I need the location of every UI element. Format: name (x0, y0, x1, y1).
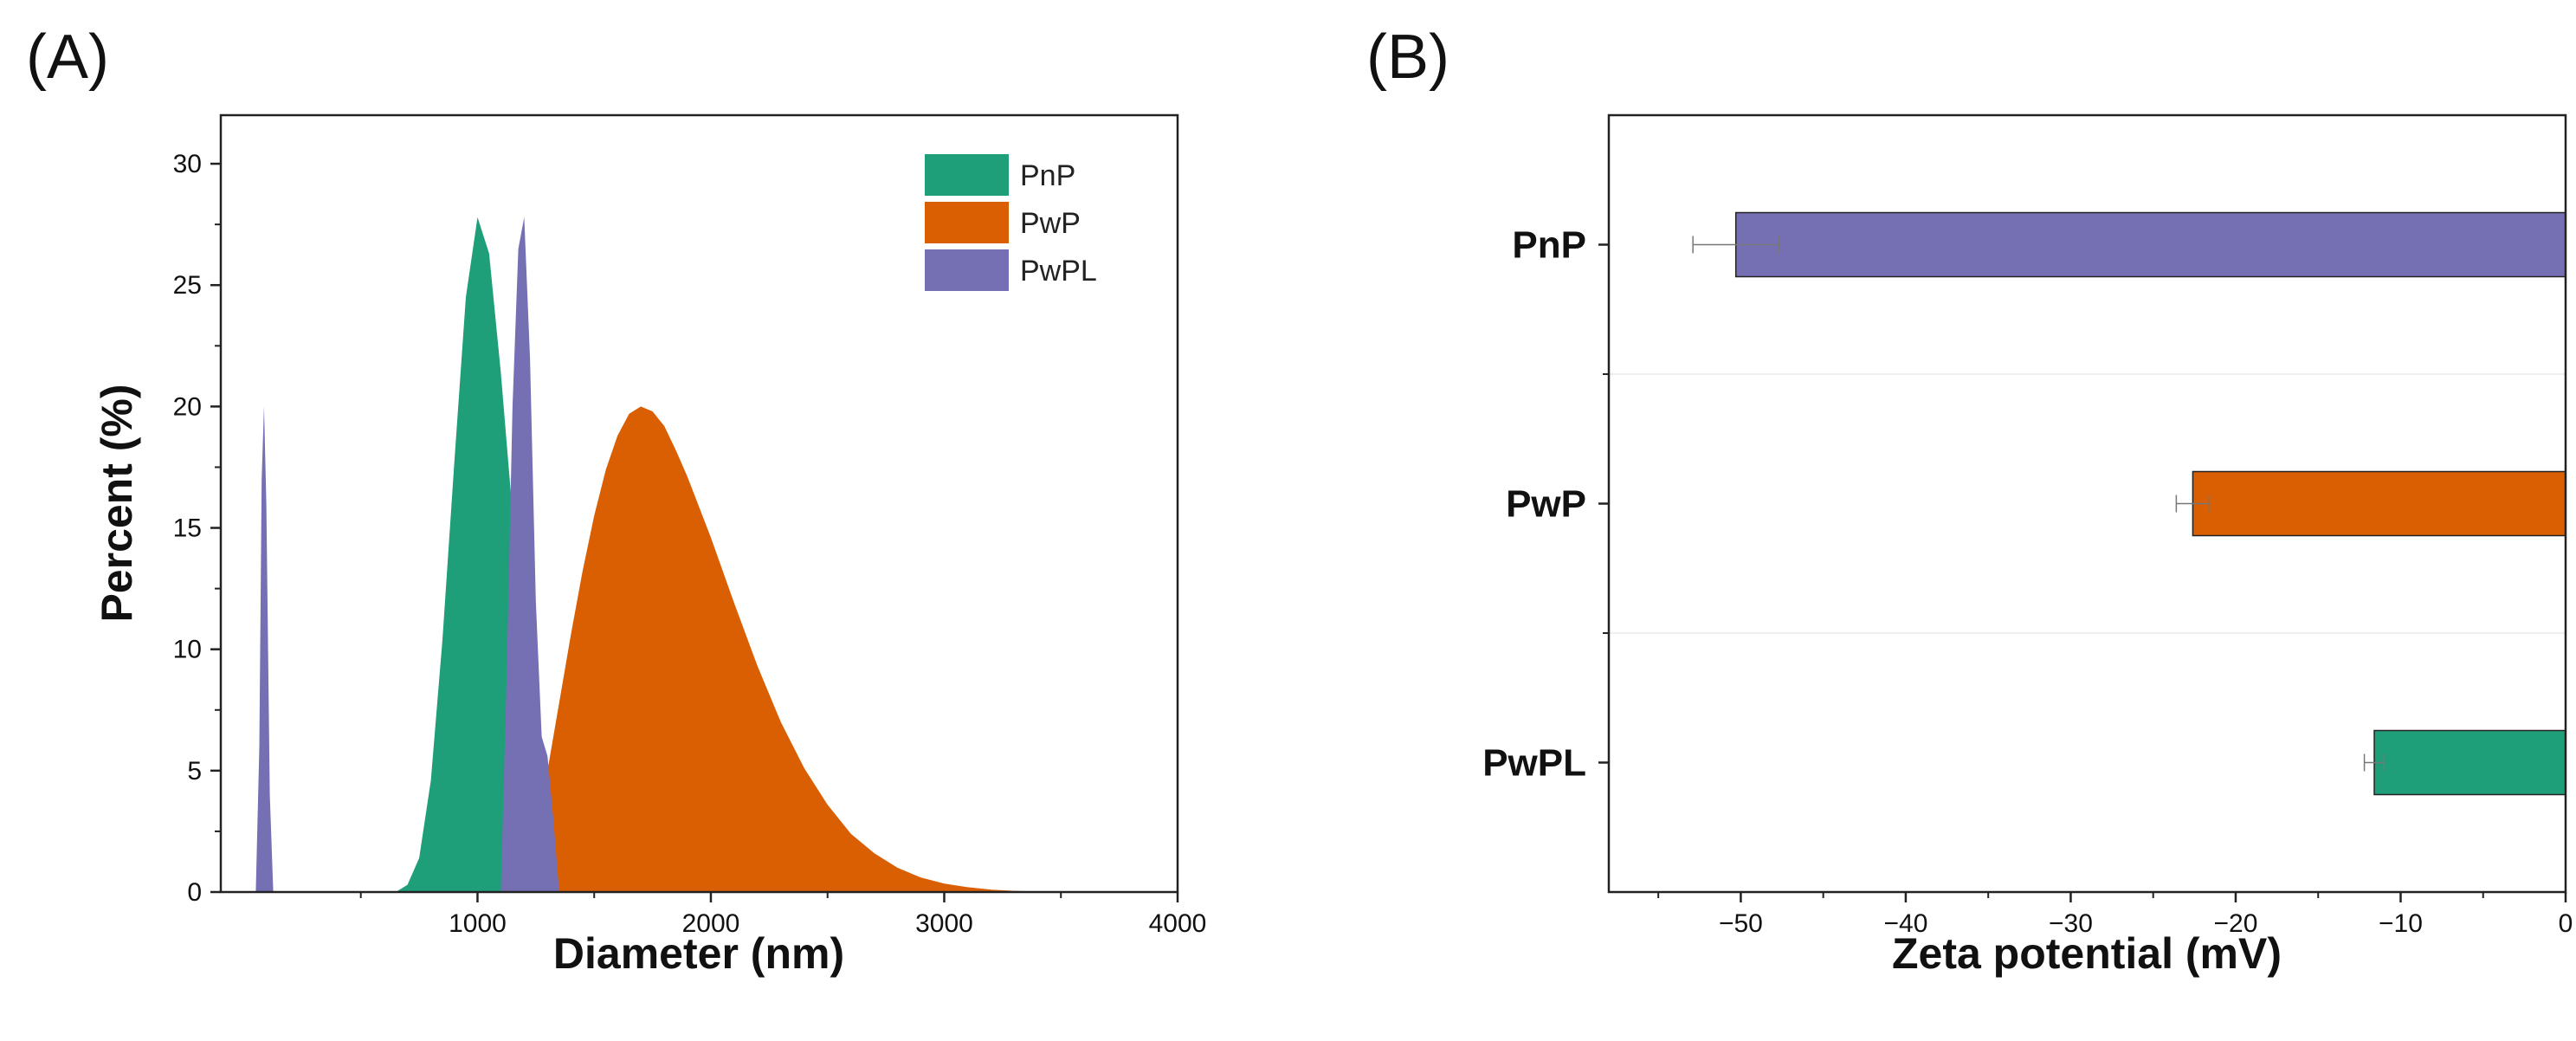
zeta-potential-chart: PnP PwP PwPL −50 −40 −30 −20 −10 0 Zeta potentia… (1482, 113, 2573, 978)
legend-swatch-pwpl (925, 249, 1009, 291)
y-tick-label: 5 (187, 757, 202, 786)
category-label-pwp: PwP (1506, 483, 1586, 526)
axis-ticks-a: 1000 2000 3000 4000 0 5 10 15 20 25 30 (173, 150, 1207, 938)
area-pnp (396, 217, 595, 892)
area-pwp (512, 406, 1062, 892)
plot-frame-a (219, 113, 1179, 894)
y-tick-label: 0 (187, 878, 202, 907)
y-axis-title-a: Percent (%) (93, 384, 141, 622)
y-tick-label: 15 (173, 514, 202, 543)
x-tick-label: −50 (1719, 909, 1763, 938)
y-tick-label: 10 (173, 636, 202, 664)
x-tick-label: 4000 (1149, 909, 1207, 938)
legend-label-pwp: PwP (1020, 207, 1081, 240)
x-axis-title-a: Diameter (nm) (553, 929, 844, 978)
x-tick-label: 0 (2559, 909, 2573, 938)
y-tick-label: 20 (173, 392, 202, 421)
bar-pwp (2192, 470, 2566, 537)
category-separators (1609, 373, 2566, 634)
x-axis-title-b: Zeta potential (mV) (1892, 929, 2282, 978)
area-pwpl (255, 217, 559, 892)
axis-ticks-b: PnP PwP PwPL −50 −40 −30 −20 −10 0 (1482, 224, 2573, 939)
size-distribution-chart: 1000 2000 3000 4000 0 5 10 15 20 25 30 Diameter (n… (93, 113, 1207, 978)
bar-pnp (1734, 211, 2566, 278)
legend-swatch-pnp (925, 154, 1009, 196)
x-tick-label: 2000 (682, 909, 740, 938)
category-label-pnp: PnP (1512, 224, 1586, 267)
x-tick-label: −10 (2379, 909, 2423, 938)
zeta-bars (1692, 211, 2566, 796)
x-tick-label: −20 (2214, 909, 2258, 938)
y-tick-label: 30 (173, 150, 202, 178)
y-tick-label: 25 (173, 271, 202, 300)
category-label-pwpl: PwPL (1482, 742, 1586, 785)
x-tick-label: 3000 (915, 909, 973, 938)
legend: PnP PwP PwPL (925, 154, 1097, 291)
bar-pwpl (2373, 729, 2566, 796)
x-tick-label: 1000 (449, 909, 507, 938)
distribution-areas (255, 217, 1062, 892)
x-tick-label: −30 (2049, 909, 2093, 938)
x-tick-label: −40 (1883, 909, 1927, 938)
legend-label-pnp: PnP (1020, 159, 1075, 192)
panel-label-b: (B) (1366, 23, 1449, 92)
panel-label-a: (A) (26, 23, 109, 92)
legend-swatch-pwp (925, 202, 1009, 243)
legend-label-pwpl: PwPL (1020, 255, 1097, 288)
